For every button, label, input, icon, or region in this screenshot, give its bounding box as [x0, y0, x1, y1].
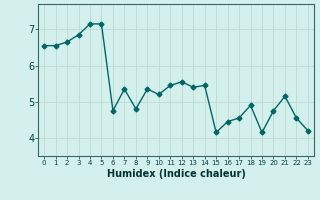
X-axis label: Humidex (Indice chaleur): Humidex (Indice chaleur) [107, 169, 245, 179]
